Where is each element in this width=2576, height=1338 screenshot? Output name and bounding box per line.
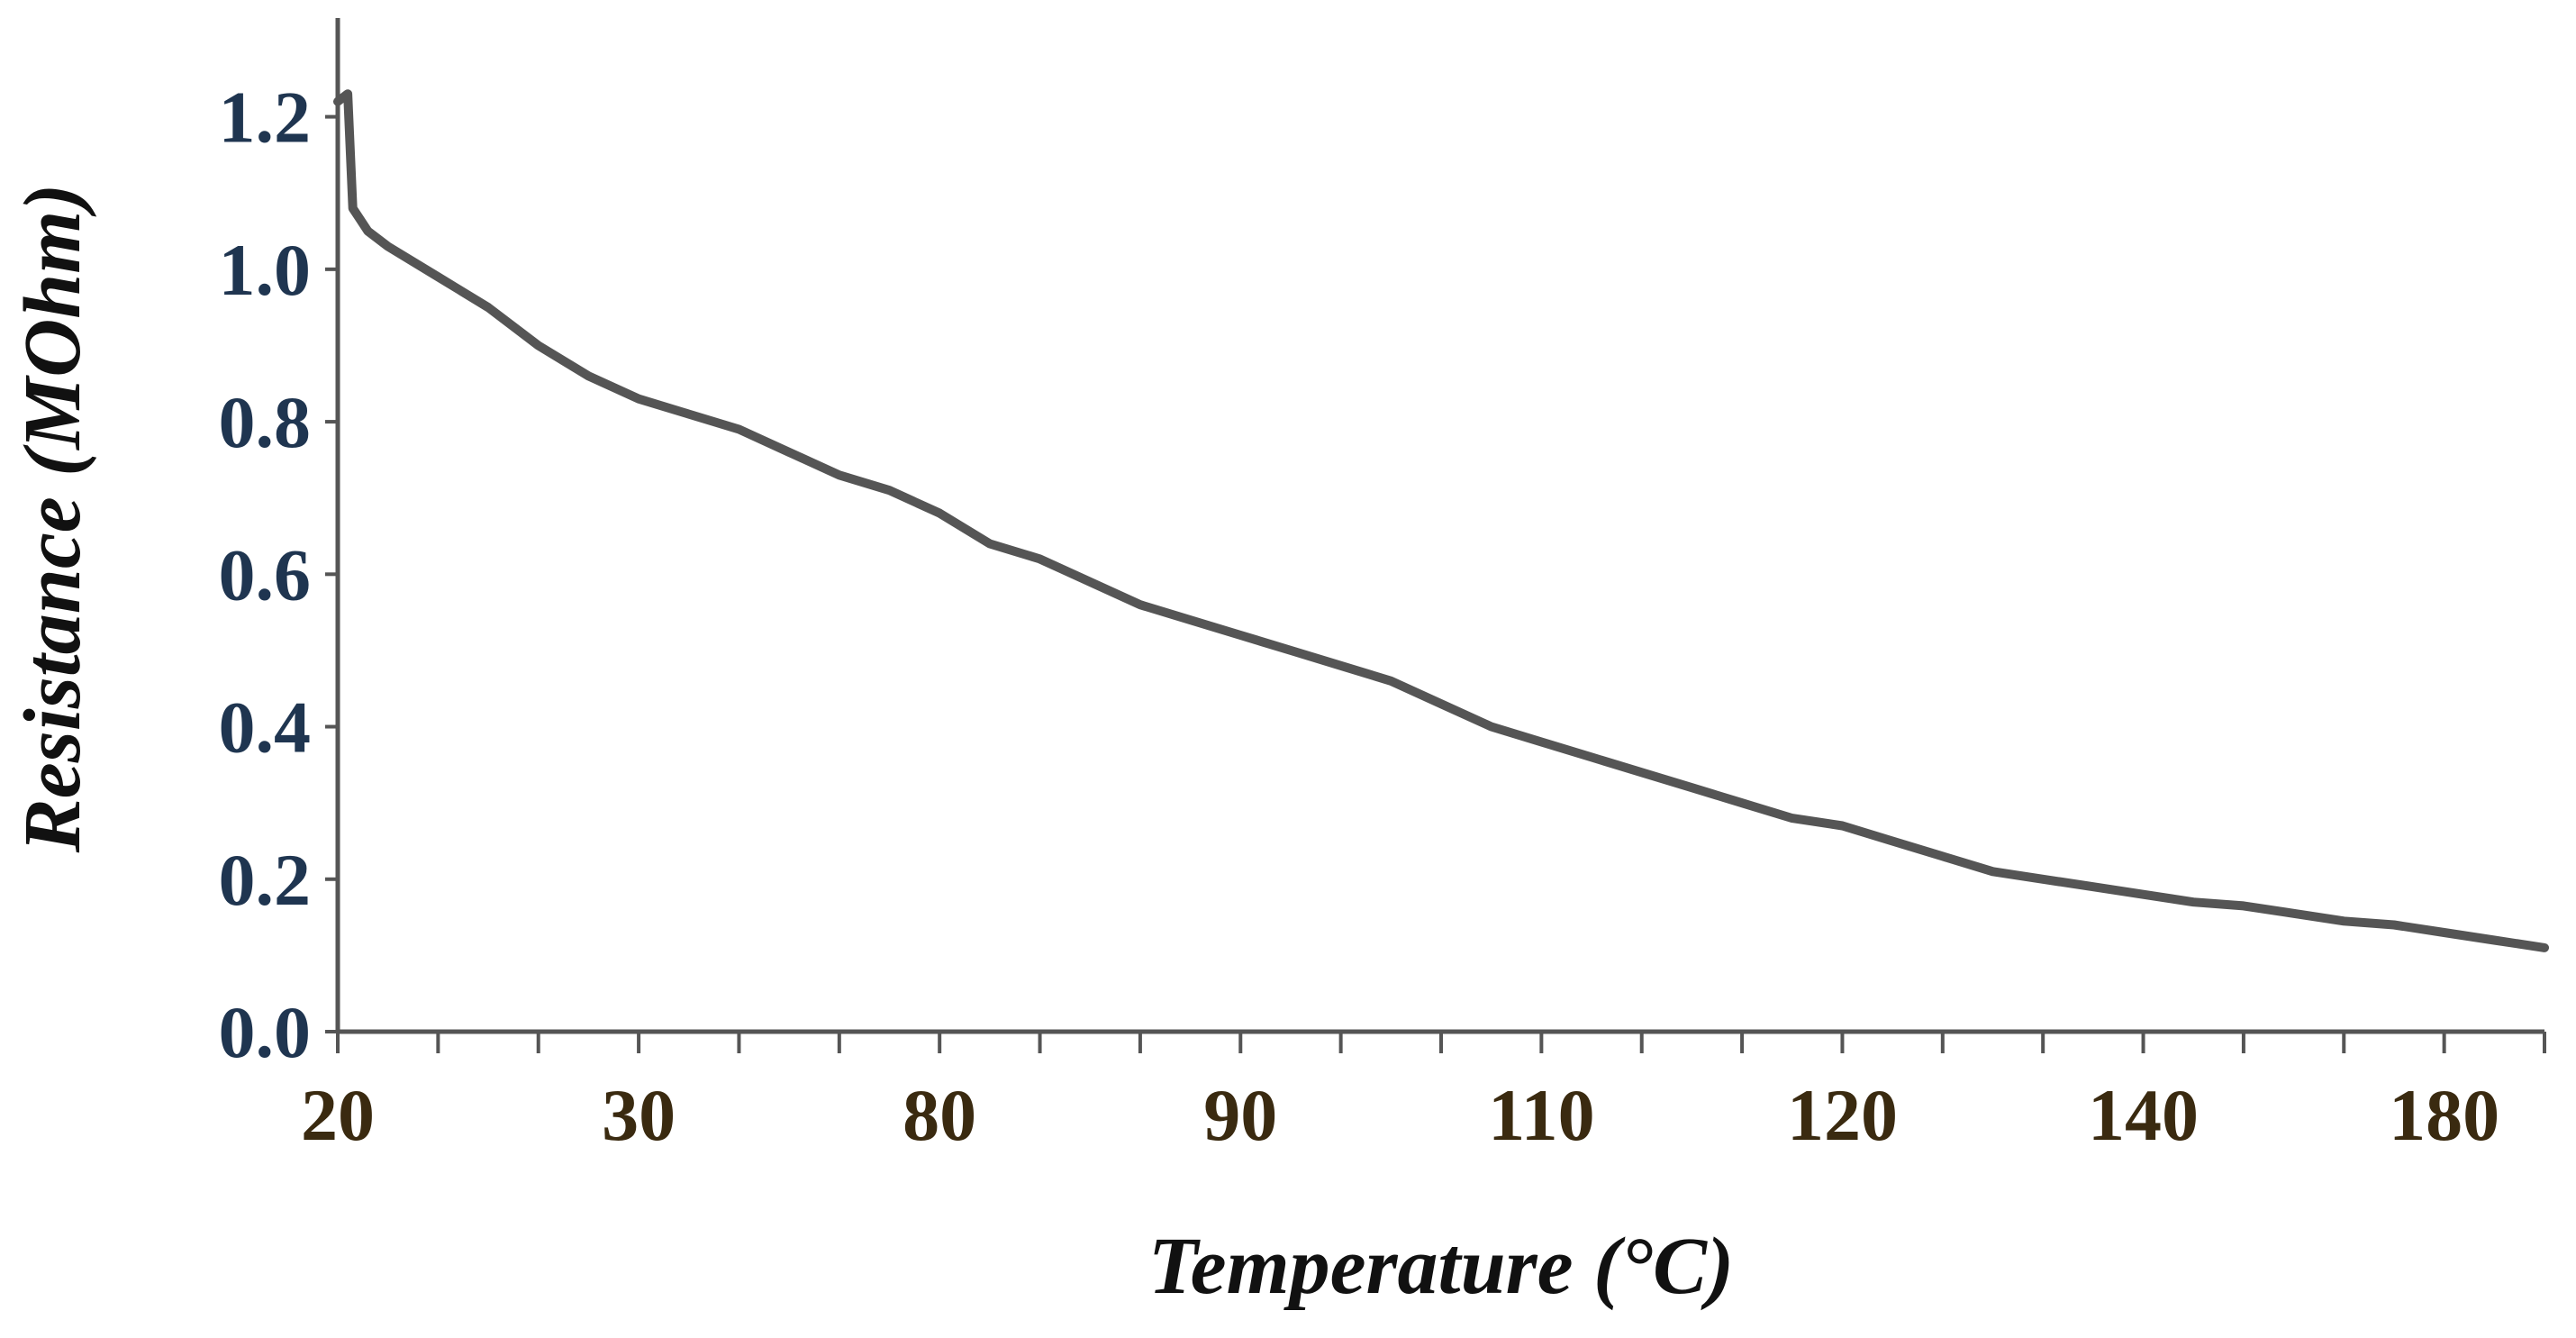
y-tick-label: 1.0 (219, 229, 312, 311)
x-tick-label: 180 (2389, 1074, 2499, 1156)
x-tick-label: 80 (903, 1074, 976, 1156)
y-tick-label: 1.2 (219, 77, 312, 159)
y-tick-label: 0.0 (219, 991, 312, 1073)
y-tick-label: 0.4 (219, 687, 312, 769)
x-tick-label: 120 (1787, 1074, 1898, 1156)
x-tick-label: 20 (301, 1074, 375, 1156)
series-layer (333, 89, 2549, 952)
x-tick-label: 140 (2088, 1074, 2199, 1156)
series-line-resistance (333, 89, 2549, 952)
x-tick-label: 90 (1203, 1074, 1277, 1156)
x-axis: 20 30 80 90 110 120 140 180 (301, 1029, 2546, 1156)
x-axis-title: Temperature (°C) (1148, 1222, 1734, 1311)
y-tick-label: 0.2 (219, 839, 312, 921)
x-tick-label: 110 (1488, 1074, 1594, 1156)
y-tick-label: 0.6 (219, 533, 312, 615)
y-tick-label: 0.8 (219, 381, 312, 463)
y-axis: 0.0 0.2 0.4 0.6 0.8 1.0 1.2 (219, 18, 340, 1073)
x-tick-label: 30 (602, 1074, 676, 1156)
y-axis-title: Resistance (MOhm) (8, 184, 97, 854)
